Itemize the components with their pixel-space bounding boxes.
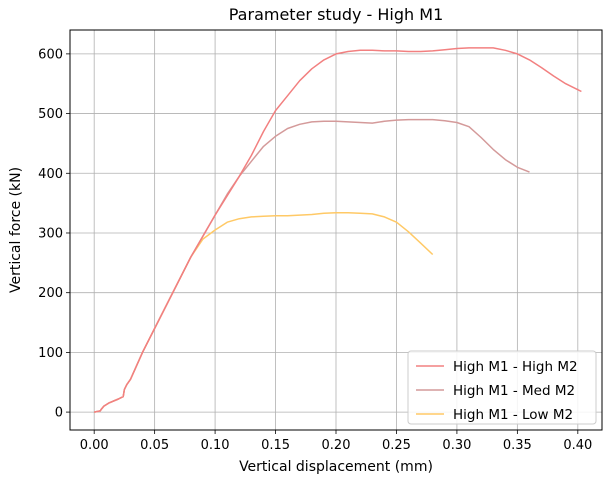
y-tick-label: 0 [55, 406, 63, 421]
x-tick-label: 0.20 [322, 438, 351, 453]
y-tick-label: 500 [38, 107, 63, 122]
x-tick-label: 0.10 [201, 438, 230, 453]
legend-box [407, 350, 597, 425]
y-tick-label: 300 [38, 226, 63, 241]
series-lines [94, 47, 582, 413]
chart-title: Parameter study - High M1 [229, 5, 444, 24]
ticks: 0.00 0.05 0.10 0.15 0.20 0.25 0.30 0.35 0.40 0 100… [38, 47, 592, 453]
x-tick-label: 0.00 [80, 438, 109, 453]
y-tick-label: 600 [38, 47, 63, 62]
y-tick-label: 400 [38, 167, 63, 182]
x-axis-label: Vertical displacement (mm) [239, 459, 433, 475]
x-tick-label: 0.40 [563, 438, 592, 453]
legend-label: High M1 - Low M2 [453, 407, 573, 423]
legend-label: High M1 - Med M2 [453, 383, 575, 399]
y-tick-label: 200 [38, 286, 63, 301]
series-line [94, 211, 434, 413]
y-tick-label: 100 [38, 346, 63, 361]
x-tick-label: 0.15 [261, 438, 290, 453]
legend-label: High M1 - High M2 [453, 359, 578, 375]
y-axis-label: Vertical force (kN) [8, 167, 24, 293]
grid [70, 30, 602, 430]
x-tick-label: 0.30 [442, 438, 471, 453]
legend: High M1 - High M2 High M1 - Med M2 High M1… [407, 350, 597, 425]
x-tick-label: 0.05 [140, 438, 169, 453]
x-tick-label: 0.35 [503, 438, 532, 453]
series-line [94, 47, 582, 413]
x-tick-label: 0.25 [382, 438, 411, 453]
